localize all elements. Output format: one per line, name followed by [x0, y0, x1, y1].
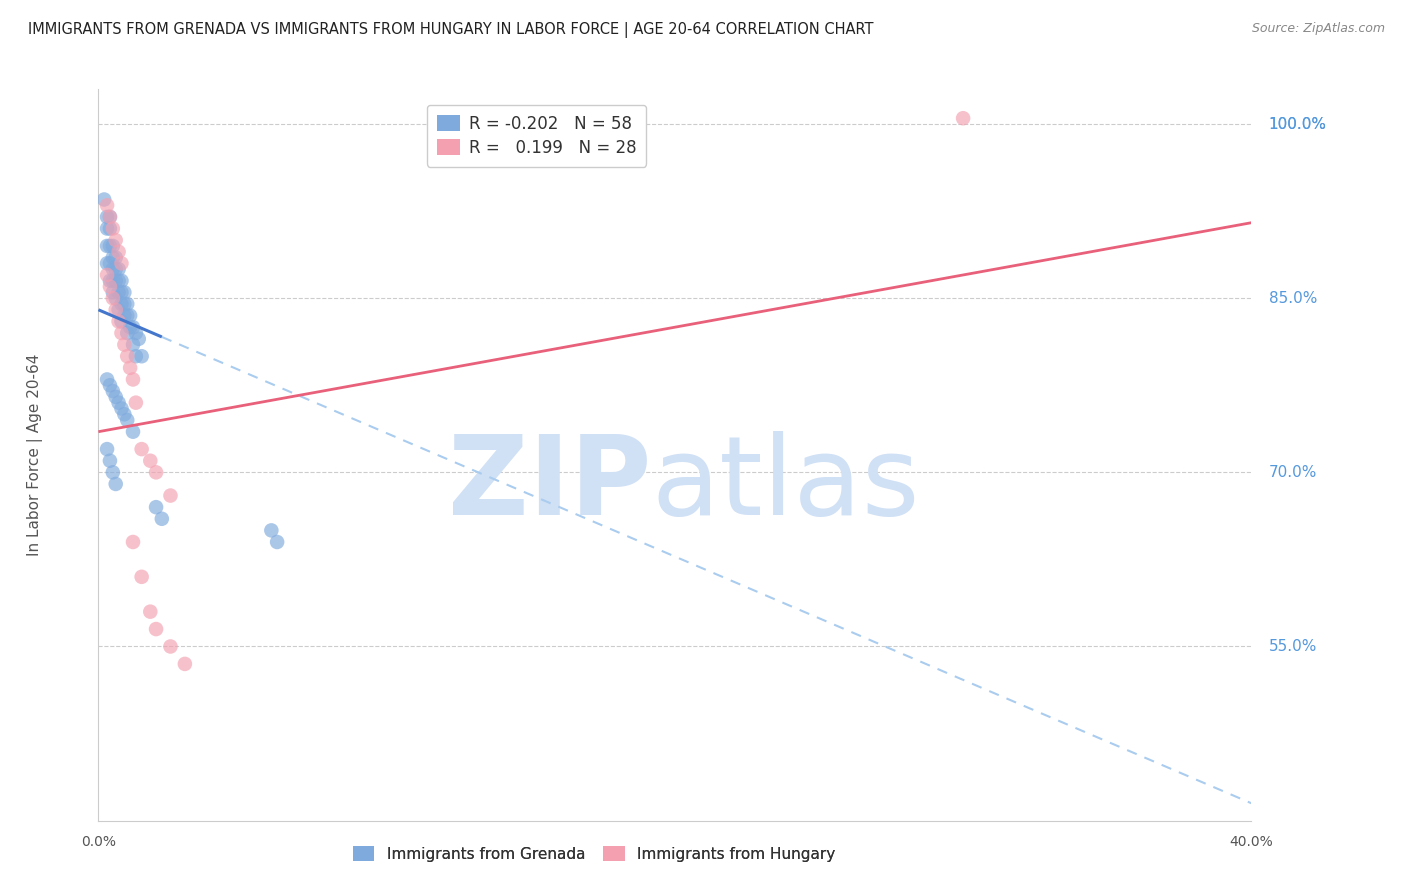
Point	[112, 407, 135, 421]
Point	[159, 489, 181, 503]
Point	[104, 274, 127, 288]
Point	[110, 285, 132, 300]
Point	[120, 309, 142, 323]
Point	[107, 274, 129, 288]
Point	[260, 524, 283, 538]
Point	[125, 349, 148, 363]
Text: 0.0%: 0.0%	[82, 835, 115, 848]
Point	[145, 622, 167, 636]
Text: 55.0%: 55.0%	[1268, 639, 1317, 654]
Point	[104, 251, 127, 265]
Point	[107, 262, 129, 277]
Point	[104, 390, 127, 404]
Text: IMMIGRANTS FROM GRENADA VS IMMIGRANTS FROM HUNGARY IN LABOR FORCE | AGE 20-64 CO: IMMIGRANTS FROM GRENADA VS IMMIGRANTS FR…	[28, 22, 873, 38]
Point	[101, 239, 124, 253]
Point	[101, 262, 124, 277]
Point	[120, 360, 142, 375]
Text: 100.0%: 100.0%	[1268, 117, 1327, 131]
Point	[145, 500, 167, 515]
Point	[117, 326, 138, 340]
Point	[125, 395, 148, 409]
Point	[117, 413, 138, 427]
Point	[110, 297, 132, 311]
Point	[122, 320, 145, 334]
Point	[117, 349, 138, 363]
Text: Source: ZipAtlas.com: Source: ZipAtlas.com	[1251, 22, 1385, 36]
Point	[96, 256, 118, 270]
Point	[104, 262, 127, 277]
Point	[101, 384, 124, 398]
Point	[110, 326, 132, 340]
Point	[139, 605, 162, 619]
Point	[101, 274, 124, 288]
Text: 40.0%: 40.0%	[1229, 835, 1274, 848]
Point	[122, 337, 145, 351]
Point	[110, 256, 132, 270]
Point	[101, 221, 124, 235]
Point	[112, 297, 135, 311]
Legend: Immigrants from Grenada, Immigrants from Hungary: Immigrants from Grenada, Immigrants from…	[347, 840, 841, 868]
Text: 70.0%: 70.0%	[1268, 465, 1317, 480]
Point	[107, 302, 129, 317]
Point	[107, 395, 129, 409]
Point	[98, 256, 121, 270]
Point	[266, 535, 288, 549]
Text: 85.0%: 85.0%	[1268, 291, 1317, 306]
Point	[104, 291, 127, 305]
Point	[101, 285, 124, 300]
Point	[104, 233, 127, 247]
Point	[98, 210, 121, 224]
Point	[96, 268, 118, 282]
Point	[110, 274, 132, 288]
Point	[122, 372, 145, 386]
Point	[122, 535, 145, 549]
Text: In Labor Force | Age 20-64: In Labor Force | Age 20-64	[27, 354, 44, 556]
Point	[101, 291, 124, 305]
Point	[96, 221, 118, 235]
Text: atlas: atlas	[652, 431, 921, 538]
Point	[96, 198, 118, 212]
Point	[131, 442, 153, 456]
Point	[952, 112, 974, 126]
Point	[117, 309, 138, 323]
Point	[104, 302, 127, 317]
Point	[98, 378, 121, 392]
Point	[159, 640, 181, 654]
Point	[125, 326, 148, 340]
Point	[131, 570, 153, 584]
Point	[150, 512, 173, 526]
Point	[112, 337, 135, 351]
Point	[145, 466, 167, 480]
Point	[117, 297, 138, 311]
Point	[174, 657, 197, 671]
Point	[128, 332, 150, 346]
Point	[112, 285, 135, 300]
Point	[98, 239, 121, 253]
Point	[96, 210, 118, 224]
Point	[98, 274, 121, 288]
Point	[120, 320, 142, 334]
Point	[107, 314, 129, 328]
Point	[122, 425, 145, 439]
Text: 100.0%: 100.0%	[1268, 117, 1327, 131]
Point	[107, 285, 129, 300]
Point	[98, 454, 121, 468]
Point	[96, 372, 118, 386]
Text: ZIP: ZIP	[449, 431, 652, 538]
Point	[104, 477, 127, 491]
Point	[93, 193, 115, 207]
Point	[110, 401, 132, 416]
Point	[98, 279, 121, 293]
Point	[101, 466, 124, 480]
Point	[131, 349, 153, 363]
Point	[96, 442, 118, 456]
Point	[107, 244, 129, 259]
Point	[112, 309, 135, 323]
Point	[139, 454, 162, 468]
Point	[96, 239, 118, 253]
Point	[110, 314, 132, 328]
Point	[98, 210, 121, 224]
Point	[98, 221, 121, 235]
Point	[101, 251, 124, 265]
